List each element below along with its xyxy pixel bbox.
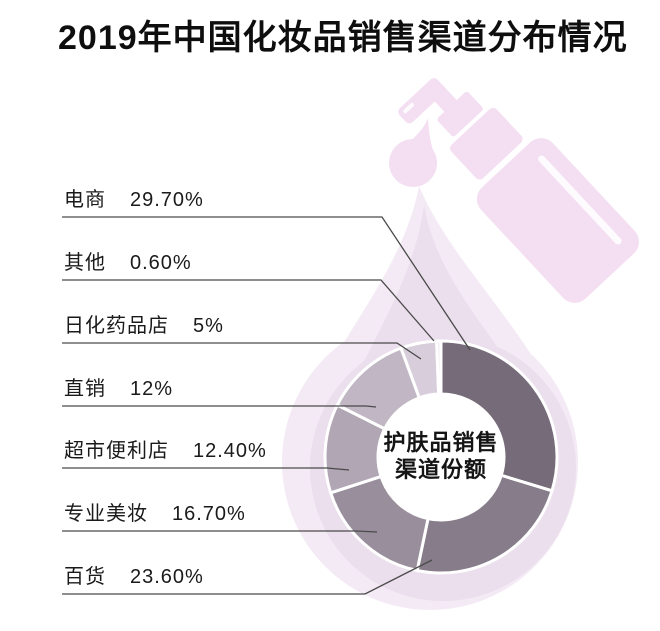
leader-line-专业美妆 xyxy=(62,530,378,533)
leader-line-超市便利店 xyxy=(62,467,350,471)
bottle-pump-nozzle xyxy=(398,78,446,124)
donut-center-label-line1: 护肤品销售 xyxy=(383,430,498,455)
leader-line-直销 xyxy=(62,405,377,408)
page-title: 2019年中国化妆品销售渠道分布情况 xyxy=(58,19,628,57)
channel-name: 其他 xyxy=(64,252,106,274)
bottle-shoulder xyxy=(450,107,523,180)
channel-name: 直销 xyxy=(64,378,106,400)
cosmetic-bottle-illustration xyxy=(389,78,639,303)
donut-slice-其他 xyxy=(435,339,443,396)
channel-value: 12% xyxy=(130,378,174,400)
channel-value: 16.70% xyxy=(172,503,246,525)
legend-row-其他: 其他 0.60% xyxy=(64,248,192,280)
leader-line-其他 xyxy=(62,279,435,342)
channel-value: 12.40% xyxy=(193,440,267,462)
leader-lines xyxy=(62,216,471,595)
leader-line-百货 xyxy=(62,559,433,595)
bottle-cap xyxy=(437,91,483,137)
legend-row-超市便利店: 超市便利店 12.40% xyxy=(64,436,267,468)
legend-row-电商: 电商 29.70% xyxy=(64,185,204,217)
channel-value: 0.60% xyxy=(130,252,192,274)
channel-name: 日化药品店 xyxy=(64,315,169,337)
nozzle-highlight xyxy=(403,102,414,114)
legend-row-百货: 百货 23.60% xyxy=(64,562,204,594)
donut-center-hole xyxy=(377,393,505,521)
droplet-tip xyxy=(394,118,436,163)
channel-name: 百货 xyxy=(64,566,106,588)
leader-line-电商 xyxy=(62,216,471,351)
leader-line-日化药品店 xyxy=(62,342,422,360)
legend-row-直销: 直销 12% xyxy=(64,374,173,406)
donut-center-label-line2: 渠道份额 xyxy=(395,457,487,482)
channel-name: 超市便利店 xyxy=(64,440,169,462)
channel-value: 29.70% xyxy=(130,189,204,211)
bottle-body xyxy=(476,138,639,303)
donut-slices xyxy=(323,339,559,575)
legend-row-日化药品店: 日化药品店 5% xyxy=(64,311,224,343)
channel-value: 5% xyxy=(193,315,224,337)
channel-name: 专业美妆 xyxy=(64,503,148,525)
bottle-highlight xyxy=(538,155,622,245)
channel-value: 23.60% xyxy=(130,566,204,588)
channel-name: 电商 xyxy=(64,189,106,211)
legend-row-专业美妆: 专业美妆 16.70% xyxy=(64,499,246,531)
